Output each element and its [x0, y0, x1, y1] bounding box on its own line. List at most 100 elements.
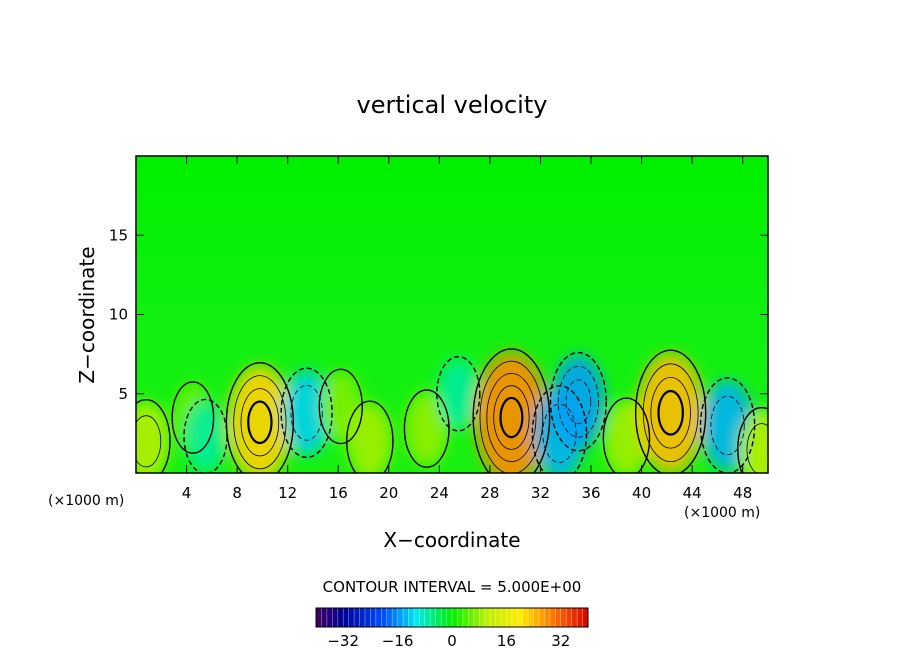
- x-tick-label: 8: [232, 484, 242, 502]
- colorbar-swatch: [468, 608, 475, 627]
- contour-line: [240, 388, 280, 457]
- velocity-cell: [185, 401, 226, 472]
- velocity-cell: [405, 391, 448, 466]
- contour-line: [486, 373, 537, 463]
- contour-line: [650, 377, 691, 449]
- colorbar-swatch: [337, 608, 344, 627]
- y-axis: 5 10 15: [109, 226, 768, 403]
- colorbar-swatch: [354, 608, 360, 627]
- y-tick-label: 10: [109, 306, 128, 324]
- colorbar-swatch: [326, 608, 333, 627]
- colorbar-swatch: [441, 608, 447, 627]
- colorbar-swatch: [413, 608, 420, 627]
- colorbar: [315, 607, 589, 628]
- plot-area: [136, 156, 768, 473]
- x-unit-right: (×1000 m): [684, 505, 760, 521]
- velocity-cell: [136, 401, 169, 473]
- colorbar-swatch: [375, 608, 382, 627]
- contour-line: [737, 406, 768, 473]
- x-tick-label: 28: [480, 484, 499, 502]
- colorbar-swatch: [381, 608, 388, 627]
- colorbar-swatch: [566, 608, 573, 627]
- contour-line: [436, 355, 481, 432]
- contour-line: [479, 360, 544, 473]
- contour-line: [531, 385, 588, 473]
- colorbar-swatch: [386, 608, 393, 627]
- contour-line: [710, 395, 745, 456]
- contour-line: [549, 351, 607, 452]
- contour-line: [136, 415, 162, 468]
- colorbar-tick-label: −32: [327, 632, 359, 650]
- colorbar-swatch: [452, 608, 458, 627]
- colorbar-swatch: [582, 608, 589, 627]
- colorbar-swatch: [560, 608, 567, 627]
- x-tick-label: 32: [531, 484, 550, 502]
- colorbar-tick-label: −16: [382, 632, 414, 650]
- x-tick-label: 16: [329, 484, 348, 502]
- colorbar-tick-label: 0: [447, 632, 457, 650]
- colorbar-swatch: [528, 608, 534, 627]
- colorbar-swatch: [511, 608, 518, 627]
- colorbar-swatch: [544, 608, 551, 627]
- velocity-cell: [738, 409, 768, 473]
- colorbar-swatch: [343, 608, 350, 627]
- velocity-cell: [437, 358, 479, 430]
- colorbar-swatch: [495, 608, 502, 627]
- colorbar-ticks: −32 −16 0 16 32: [327, 632, 570, 650]
- velocity-cell: [347, 403, 392, 473]
- x-tick-label: 36: [581, 484, 600, 502]
- contour-line: [280, 367, 333, 459]
- velocity-cell: [551, 354, 605, 449]
- contour-line: [225, 362, 295, 473]
- colorbar-swatch: [539, 608, 545, 627]
- x-axis: 4 8 12 16 20 24 28 32 36 40 44 48: [182, 156, 752, 502]
- colorbar-swatch: [370, 608, 377, 627]
- velocity-cell: [228, 365, 292, 473]
- velocity-cell: [475, 352, 548, 473]
- colorbar-swatch: [403, 608, 409, 627]
- colorbar-swatch: [484, 608, 491, 627]
- x-axis-label: X−coordinate: [383, 528, 520, 552]
- x-unit-left: (×1000 m): [48, 493, 124, 509]
- colorbar-swatch: [479, 608, 486, 627]
- colorbar-swatch: [348, 608, 355, 627]
- colorbar-swatch: [408, 608, 415, 627]
- y-axis-label: Z−coordinate: [75, 246, 99, 383]
- colorbar-swatch: [457, 608, 464, 627]
- contour-line: [542, 403, 577, 464]
- x-tick-label: 4: [182, 484, 192, 502]
- colorbar-tick-label: 16: [497, 632, 516, 650]
- y-tick-label: 5: [118, 385, 128, 403]
- contour-interval-text: CONTOUR INTERVAL = 5.000E+00: [323, 578, 582, 596]
- colorbar-swatch: [424, 608, 431, 627]
- colorbar-swatch: [555, 608, 562, 627]
- contour-line: [247, 400, 273, 445]
- x-tick-label: 12: [278, 484, 297, 502]
- colorbar-swatch: [462, 608, 469, 627]
- colorbar-swatch: [446, 608, 453, 627]
- contour-line: [171, 381, 215, 454]
- velocity-cell: [637, 353, 705, 473]
- contour-line: [493, 385, 530, 450]
- contour-line: [657, 389, 684, 436]
- colorbar-tick-label: 32: [551, 632, 570, 650]
- contour-line: [602, 397, 651, 473]
- contour-line: [290, 384, 323, 441]
- colorbar-swatch: [392, 608, 398, 627]
- contour-line: [565, 379, 592, 424]
- colorbar-swatch: [473, 608, 480, 627]
- x-tick-label: 24: [430, 484, 449, 502]
- contour-line: [642, 363, 699, 463]
- contour-line: [346, 400, 394, 473]
- velocity-cell: [604, 399, 649, 473]
- colorbar-swatch: [430, 608, 437, 627]
- x-tick-label: 40: [632, 484, 651, 502]
- contour-line: [472, 348, 551, 473]
- x-tick-label: 20: [379, 484, 398, 502]
- contour-line: [699, 377, 756, 473]
- colorbar-swatch: [397, 608, 404, 627]
- contour-line: [233, 375, 287, 470]
- colorbar-swatch: [522, 608, 529, 627]
- colorbar-swatch: [577, 608, 583, 627]
